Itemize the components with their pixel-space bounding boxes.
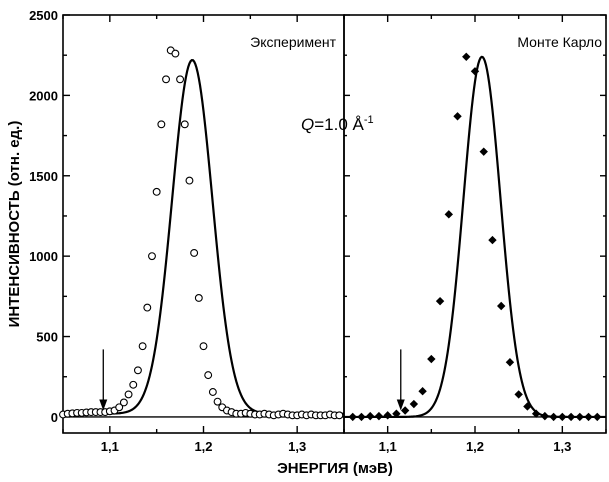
- data-point: [171, 49, 180, 58]
- y-tick-label: 500: [36, 330, 58, 345]
- data-points-experiment: [59, 46, 344, 420]
- data-point: [190, 248, 199, 257]
- data-point: [157, 120, 166, 129]
- data-point: [138, 342, 147, 351]
- data-point: [143, 303, 152, 312]
- x-axis-title: ЭНЕРГИЯ (мэВ): [277, 460, 393, 477]
- data-point: [115, 403, 124, 412]
- data-point: [444, 210, 453, 219]
- data-point: [462, 52, 471, 61]
- y-axis-title: ИНТЕНСИВНОСТЬ (отн. ед.): [6, 121, 23, 328]
- data-point: [374, 411, 384, 421]
- data-point: [400, 406, 410, 415]
- data-point: [531, 409, 541, 418]
- x-axis-ticks-experiment: 1,1 1,2 1,3: [62, 15, 345, 454]
- data-point: [194, 294, 203, 302]
- y-tick-label: 2500: [29, 8, 58, 23]
- data-point: [208, 388, 217, 396]
- data-point: [152, 187, 161, 196]
- data-point: [540, 411, 550, 421]
- data-point: [129, 380, 138, 389]
- x-tick-label: 1,3: [553, 439, 571, 454]
- data-point: [162, 75, 170, 84]
- y-tick-label: 1500: [29, 169, 58, 184]
- y-tick-label: 2000: [29, 88, 58, 103]
- data-point: [435, 296, 445, 306]
- data-point: [566, 412, 576, 422]
- data-point: [427, 354, 436, 364]
- data-point: [584, 412, 593, 422]
- arrow-head: [396, 399, 405, 411]
- data-points-monte-carlo: [348, 52, 602, 422]
- data-point: [392, 409, 401, 418]
- q-exponent: -1: [364, 114, 374, 126]
- x-tick-label: 1,3: [288, 439, 306, 454]
- y-tick-label: 1000: [29, 249, 58, 264]
- data-point: [514, 390, 523, 399]
- panel-label-monte-carlo: Монте Карло: [517, 34, 602, 50]
- panel-label-experiment: Эксперимент: [250, 34, 336, 50]
- y-tick-label: 0: [51, 410, 58, 425]
- data-point: [133, 366, 142, 375]
- data-point: [383, 411, 392, 420]
- fit-curve-experiment: [63, 58, 344, 415]
- data-point: [176, 75, 185, 84]
- data-point: [366, 411, 375, 421]
- data-point: [213, 397, 222, 406]
- data-point: [488, 235, 497, 245]
- arrow-marker-monte-carlo: [396, 349, 405, 411]
- data-point: [180, 120, 189, 129]
- data-point: [575, 412, 584, 422]
- arrow-head: [99, 399, 108, 411]
- data-point: [124, 390, 133, 399]
- data-point: [348, 412, 357, 422]
- y-axis-ticks-right: [600, 14, 606, 418]
- fit-curve-monte-carlo: [344, 55, 606, 419]
- data-point: [505, 358, 515, 367]
- data-point: [409, 399, 419, 409]
- x-tick-label: 1,2: [194, 439, 212, 454]
- x-tick-label: 1,1: [101, 439, 119, 454]
- data-point: [185, 176, 194, 185]
- data-point: [558, 412, 567, 422]
- data-point: [119, 398, 128, 407]
- data-point: [593, 412, 602, 422]
- q-value: =1.0 Å: [314, 115, 364, 134]
- data-point: [523, 402, 532, 411]
- data-point: [204, 371, 213, 380]
- q-symbol: Q: [301, 115, 314, 134]
- panel-experiment: 0 500 1000 1500 2000 2500 1,1 1,2 1,3 Экспериме…: [29, 8, 350, 454]
- plot-frame-experiment: [62, 14, 345, 434]
- x-axis-ticks-monte-carlo: 1,1 1,2 1,3: [343, 15, 607, 454]
- data-point: [357, 412, 366, 422]
- panel-monte-carlo: 1,1 1,2 1,3 Монте Карло: [343, 14, 607, 454]
- data-point: [479, 147, 488, 156]
- data-point: [549, 412, 558, 422]
- data-point: [497, 301, 506, 311]
- data-point: [148, 252, 156, 261]
- data-point: [470, 67, 480, 76]
- x-tick-label: 1,2: [466, 439, 484, 454]
- q-value-label: Q=1.0 Å-1: [301, 114, 374, 134]
- data-point: [335, 411, 344, 420]
- x-tick-label: 1,1: [379, 439, 397, 454]
- arrow-marker-experiment: [99, 349, 108, 411]
- data-point: [453, 112, 462, 121]
- data-point: [199, 342, 208, 351]
- y-axis-ticks: 0 500 1000 1500 2000 2500: [29, 8, 350, 425]
- data-point: [418, 387, 427, 396]
